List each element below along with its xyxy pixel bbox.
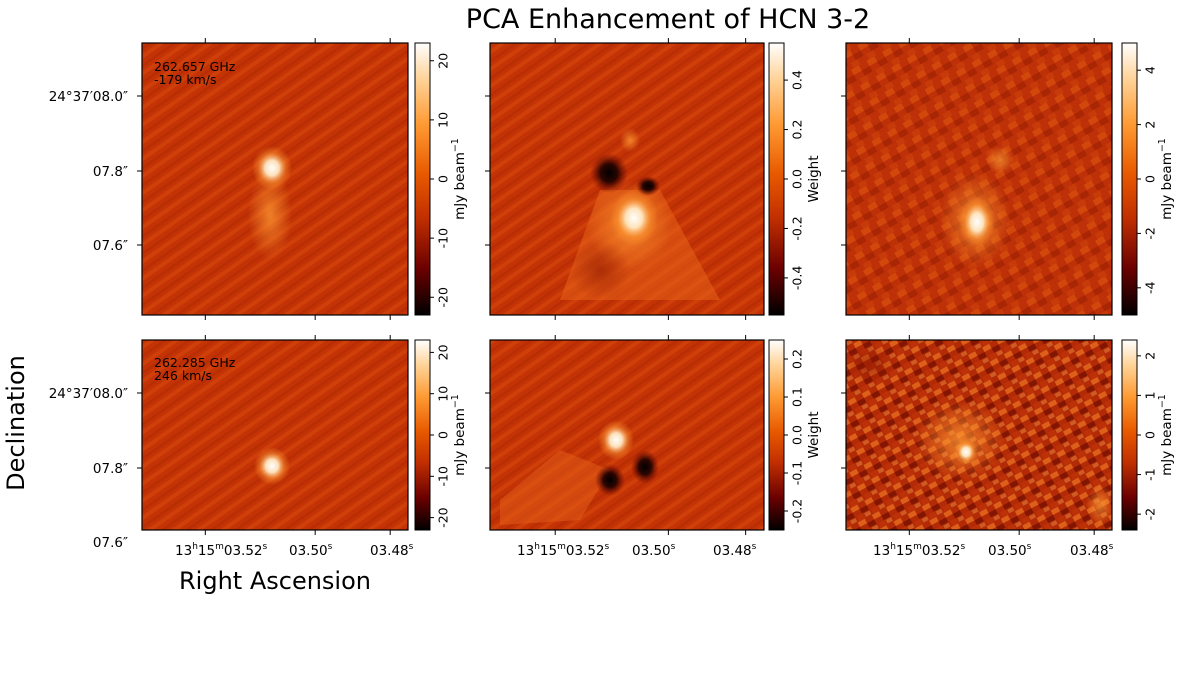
x-tick-label: 13h15m03.52s [873, 542, 966, 559]
colorbar-label: mJy beam−1 [1157, 394, 1175, 476]
colorbar-tick-label: 0 [436, 431, 451, 439]
colorbar: -20 -10 0 10 20 mJy beam−1 [414, 42, 468, 316]
colorbar-tick-label: 0.1 [790, 387, 805, 407]
y-tick-label: 07.6″ [93, 238, 128, 254]
colorbar-tick-label: 0.2 [790, 349, 805, 369]
colorbar-tick-label: 4 [1143, 66, 1158, 74]
colorbar-label: mJy beam−1 [450, 138, 468, 220]
colorbar-tick-label: 10 [436, 386, 451, 402]
x-tick-label: 03.50s [289, 542, 333, 559]
x-tick-label: 13h15m03.52s [175, 542, 268, 559]
y-tick-label: 07.6″ [93, 535, 128, 551]
y-axis-label: Declination [2, 355, 30, 491]
weight-negative-lobe [595, 464, 625, 496]
weight-negative-lobe [590, 153, 628, 193]
colorbar-label: mJy beam−1 [450, 394, 468, 476]
row1-frequency: 262.657 GHz [154, 59, 236, 74]
enhanced-peak [954, 439, 978, 465]
weight-positive-lobe [610, 190, 658, 246]
x-tick-labels-col2: 13h15m03.52s 03.50s 03.48s [517, 542, 757, 559]
colorbar-tick-label: 2 [1143, 352, 1158, 360]
y-tick-label: 24°37′08.0″ [49, 386, 128, 402]
colorbar-tick-label: -4 [1143, 282, 1158, 295]
x-tick-labels-col3: 13h15m03.52s 03.50s 03.48s [873, 542, 1114, 559]
colorbar-tick-label: 0.2 [790, 120, 805, 140]
x-tick-label: 03.48s [370, 542, 414, 559]
colorbar-tick-label: 2 [1143, 121, 1158, 129]
colorbar-tick-label: 0.4 [790, 70, 805, 90]
colorbar-tick-label: 0.0 [790, 169, 805, 189]
colorbar-tick-label: -1 [1143, 468, 1158, 480]
x-tick-label: 03.50s [632, 542, 676, 559]
colorbar-tick-label: -0.4 [790, 266, 805, 290]
source-tail [248, 170, 292, 260]
colorbar-tick-label: -20 [436, 507, 451, 527]
colorbar: -4 -2 0 2 4 mJy beam−1 [1121, 42, 1175, 316]
colorbar-tick-label: -0.1 [790, 461, 805, 485]
colorbar-tick-label: 20 [436, 53, 451, 69]
enhanced-peak [959, 196, 995, 248]
panel-r1-weight [490, 43, 764, 315]
panel-r2-weight [490, 340, 764, 530]
axis-ticks [137, 38, 1095, 535]
colorbar-tick-label: -2 [1143, 508, 1158, 520]
row1-velocity: -179 km/s [154, 72, 216, 87]
row2-velocity: 246 km/s [154, 368, 212, 383]
colorbar-label: Weight [806, 411, 822, 458]
row2-frequency: 262.285 GHz [154, 355, 236, 370]
colorbar-tick-label: -0.2 [790, 499, 805, 523]
colorbar-tick-label: -10 [436, 228, 451, 248]
colorbar: -0.2 -0.1 0.0 0.1 0.2 Weight [768, 339, 822, 531]
colorbar-gradient [1121, 42, 1138, 316]
colorbar-label: Weight [806, 155, 822, 202]
x-axis-label: Right Ascension [179, 567, 371, 595]
colorbar-tick-label: -20 [436, 287, 451, 307]
x-tick-labels-col1: 13h15m03.52s 03.50s 03.48s [175, 542, 414, 559]
source-peak [252, 146, 292, 190]
colorbar-tick-label: -10 [436, 466, 451, 486]
weight-positive-lobe [598, 420, 634, 460]
colorbar-gradient [414, 339, 431, 531]
y-tick-label: 07.8″ [93, 164, 128, 180]
y-tick-label: 24°37′08.0″ [49, 89, 128, 105]
colorbar-gradient [414, 42, 431, 316]
colorbar-tick-label: 0 [1143, 431, 1158, 439]
colorbar-tick-label: 20 [436, 344, 451, 360]
colorbar-tick-label: 0 [1143, 175, 1158, 183]
colorbar-gradient [768, 42, 785, 316]
y-tick-label: 07.8″ [93, 461, 128, 477]
colorbar-tick-label: -2 [1143, 227, 1158, 239]
panel-r1-data [142, 43, 408, 315]
colorbar-tick-label: -0.2 [790, 216, 805, 240]
x-tick-label: 03.48s [713, 542, 757, 559]
colorbar-tick-label: 0.0 [790, 425, 805, 445]
colorbar: -20 -10 0 10 20 mJy beam−1 [414, 339, 468, 531]
colorbar-tick-label: 0 [436, 175, 451, 183]
x-tick-label: 13h15m03.52s [517, 542, 610, 559]
colorbar-tick-label: 1 [1143, 391, 1158, 399]
colorbar-gradient [1121, 339, 1138, 531]
colorbar-gradient [768, 339, 785, 531]
figure-title: PCA Enhancement of HCN 3-2 [466, 4, 870, 35]
panel-r1-enhanced [846, 43, 1112, 315]
panel-r2-enhanced [846, 340, 1112, 530]
colorbar-label: mJy beam−1 [1157, 138, 1175, 220]
colorbar: -0.4 -0.2 0.0 0.2 0.4 Weight [768, 42, 822, 316]
x-tick-label: 03.48s [1070, 542, 1114, 559]
colorbar: -2 -1 0 1 2 mJy beam−1 [1121, 339, 1175, 531]
source-peak [254, 447, 290, 485]
colorbar-tick-label: 10 [436, 112, 451, 128]
panel-r2-data [142, 340, 408, 530]
x-tick-label: 03.50s [988, 542, 1032, 559]
